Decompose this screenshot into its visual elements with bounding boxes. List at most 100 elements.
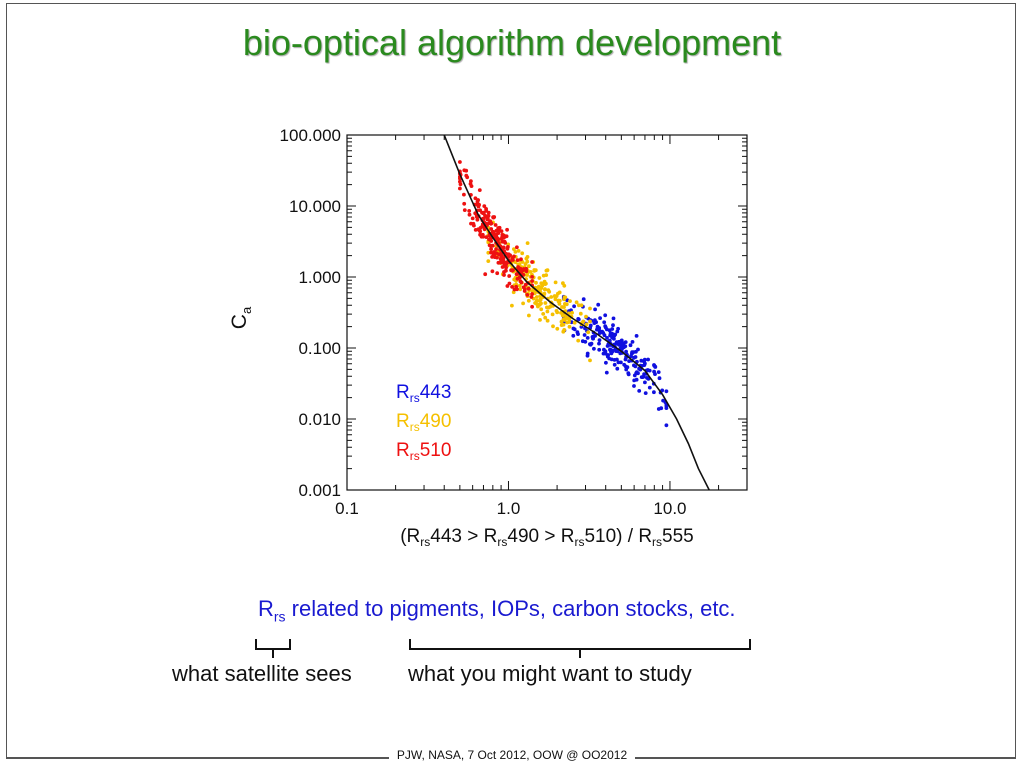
data-point <box>584 314 588 319</box>
data-point <box>642 372 646 376</box>
data-point <box>530 292 534 296</box>
data-point <box>553 294 557 299</box>
data-point <box>590 335 595 339</box>
data-point <box>560 313 565 318</box>
data-point <box>519 280 524 285</box>
data-point <box>657 376 662 381</box>
data-point <box>500 265 505 269</box>
data-point <box>600 329 605 334</box>
data-point <box>564 316 569 320</box>
data-point <box>517 262 522 266</box>
data-point <box>546 305 551 310</box>
data-point <box>514 284 519 289</box>
data-point <box>497 225 502 230</box>
data-point <box>546 288 551 292</box>
y-tick-label: 0.001 <box>298 481 341 500</box>
data-point <box>567 317 572 322</box>
data-point <box>486 259 491 263</box>
y-axis-label: Ca <box>228 306 254 329</box>
data-point <box>537 276 542 280</box>
data-point <box>475 199 480 204</box>
data-point <box>607 356 612 361</box>
plot-frame <box>346 134 748 491</box>
data-point <box>550 312 555 317</box>
study-label: what you might want to study <box>408 661 692 686</box>
data-point <box>567 324 572 329</box>
data-point <box>530 304 534 309</box>
data-point <box>525 241 530 246</box>
y-tick-label: 1.000 <box>298 268 341 287</box>
data-point <box>643 391 648 395</box>
data-point <box>597 347 602 352</box>
data-point <box>626 371 631 376</box>
data-point <box>664 423 669 428</box>
data-point <box>507 274 512 278</box>
data-point <box>568 299 572 303</box>
fit-curve <box>443 135 710 490</box>
data-point <box>612 362 617 367</box>
y-tick-label: 0.010 <box>298 410 341 429</box>
data-point <box>562 295 567 299</box>
data-point <box>554 309 559 313</box>
data-point <box>499 259 504 264</box>
data-point <box>458 179 462 184</box>
x-tick-label: 1.0 <box>497 499 521 518</box>
data-point <box>462 168 467 173</box>
data-point <box>555 326 560 331</box>
data-point <box>490 269 495 274</box>
data-point <box>642 359 646 364</box>
data-point <box>588 342 593 347</box>
data-point <box>516 249 521 253</box>
data-point <box>549 295 554 299</box>
data-point <box>487 237 491 242</box>
data-point <box>597 326 602 330</box>
caption: Rrs related to pigments, IOPs, carbon st… <box>258 596 736 624</box>
y-tick-label: 0.100 <box>298 339 341 358</box>
data-point <box>533 268 538 273</box>
data-point <box>527 264 531 269</box>
data-point <box>593 307 597 312</box>
data-point <box>588 306 592 311</box>
data-point <box>541 312 546 316</box>
data-point <box>517 283 522 288</box>
data-point <box>524 266 529 271</box>
data-point <box>557 302 562 306</box>
data-point <box>510 285 514 289</box>
data-point <box>477 188 482 193</box>
data-point <box>479 233 484 238</box>
data-point <box>542 279 547 284</box>
data-point <box>499 229 504 234</box>
data-point <box>633 355 638 359</box>
data-point <box>609 351 614 356</box>
data-point <box>484 235 489 240</box>
data-point <box>534 295 539 299</box>
data-point <box>527 313 531 318</box>
data-point <box>484 209 489 213</box>
data-point <box>588 358 592 363</box>
data-point <box>572 320 577 325</box>
data-point <box>467 212 472 217</box>
data-point <box>572 327 577 332</box>
data-point <box>563 302 567 306</box>
data-point <box>630 340 635 344</box>
data-point <box>559 319 564 324</box>
data-point <box>496 252 501 257</box>
data-point <box>634 349 638 354</box>
data-point <box>493 223 498 227</box>
data-point <box>469 179 473 184</box>
axis-ticks <box>346 134 748 491</box>
legend-entry: Rrs443 <box>396 382 451 405</box>
data-point <box>462 192 466 197</box>
data-point <box>543 315 548 320</box>
data-point <box>544 273 549 277</box>
data-point <box>511 258 515 262</box>
right-brace <box>409 639 751 658</box>
data-point <box>470 216 475 221</box>
data-point <box>652 363 656 367</box>
data-point <box>556 298 561 303</box>
data-point <box>510 303 514 308</box>
data-point <box>534 280 538 285</box>
data-point <box>585 353 590 358</box>
data-point <box>562 283 567 288</box>
data-point <box>560 305 564 309</box>
